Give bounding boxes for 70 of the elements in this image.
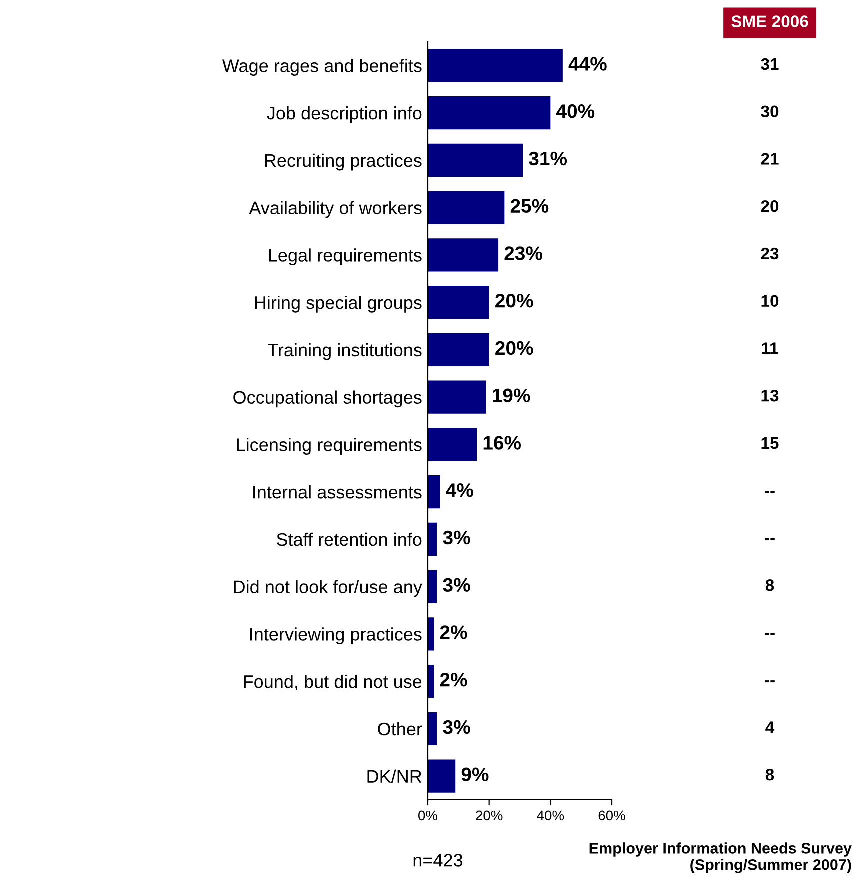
x-tick-label: 40% [537,810,564,821]
data-label: 44% [568,57,607,71]
bar [428,522,438,556]
y-tick-label: Job description info [267,106,422,124]
y-tick-label: Internal assessments [254,486,422,499]
data-label: 9% [462,768,489,782]
y-tick-label: Did not look for/use any [234,580,422,598]
data-label: 25% [510,199,549,214]
data-label: 20% [496,294,534,308]
data-label: 31% [529,152,568,166]
text: -- [765,633,775,636]
data-label: 3% [443,530,470,545]
data-label: 16% [484,436,522,450]
y-tick-label: Occupational shortages [234,390,422,408]
bar [428,144,524,178]
y-tick-label: Found, but did not use [244,675,422,690]
text: 8 [766,768,774,781]
x-tick-label: 20% [476,810,503,821]
y-tick-label: Staff retention info [277,532,422,546]
data-label: 2% [440,673,468,687]
text: 10 [762,295,779,308]
text: n=423 [414,854,463,867]
data-label: 3% [443,578,470,592]
text: 31 [761,58,779,70]
bar [428,238,499,272]
text: 4 [766,722,775,734]
data-label: 3% [443,720,470,734]
text: 15 [762,438,779,450]
bar [428,96,551,130]
text: 21 [761,153,779,165]
text: 11 [762,342,778,354]
bar [428,286,490,320]
x-tick-label: 0% [418,810,438,821]
data-label: 2% [440,626,468,640]
text: 23 [761,248,779,260]
text: -- [765,538,775,540]
y-tick-label: Legal requirements [269,248,422,266]
bar [428,475,440,509]
data-label: 19% [493,388,530,403]
text: 30 [761,106,779,118]
data-label: 20% [496,341,534,356]
bar [428,49,563,82]
text: SME 2006 [732,16,808,28]
text: 20 [761,200,779,212]
data-label: 40% [556,104,595,118]
data-label: 23% [504,246,542,260]
bar [428,712,438,746]
y-tick-label: Other [378,722,422,736]
text: 13 [762,390,779,402]
bar [428,570,438,604]
text: -- [765,680,775,683]
x-tick-label: 60% [598,810,626,821]
data-label: 4% [446,484,474,498]
bar [428,333,490,367]
text: Employer Information Needs Survey (Spring/Summer 2007) [590,842,852,874]
y-tick-label: Recruiting practices [265,154,422,171]
bar [428,191,505,224]
y-tick-label: DK/NR [368,770,422,784]
y-tick-label: Hiring special groups [255,296,422,313]
y-tick-label: Availability of workers [249,201,422,218]
bar [428,380,486,414]
bar [428,428,478,462]
text: 8 [766,579,774,592]
bar [428,760,456,793]
y-tick-label: Interviewing practices [250,628,422,644]
y-tick-label: Licensing requirements [237,438,422,455]
y-tick-label: Training institutions [268,343,422,360]
text: -- [765,491,775,494]
y-tick-label: Wage rages and benefits [222,59,422,76]
bar [428,618,434,651]
